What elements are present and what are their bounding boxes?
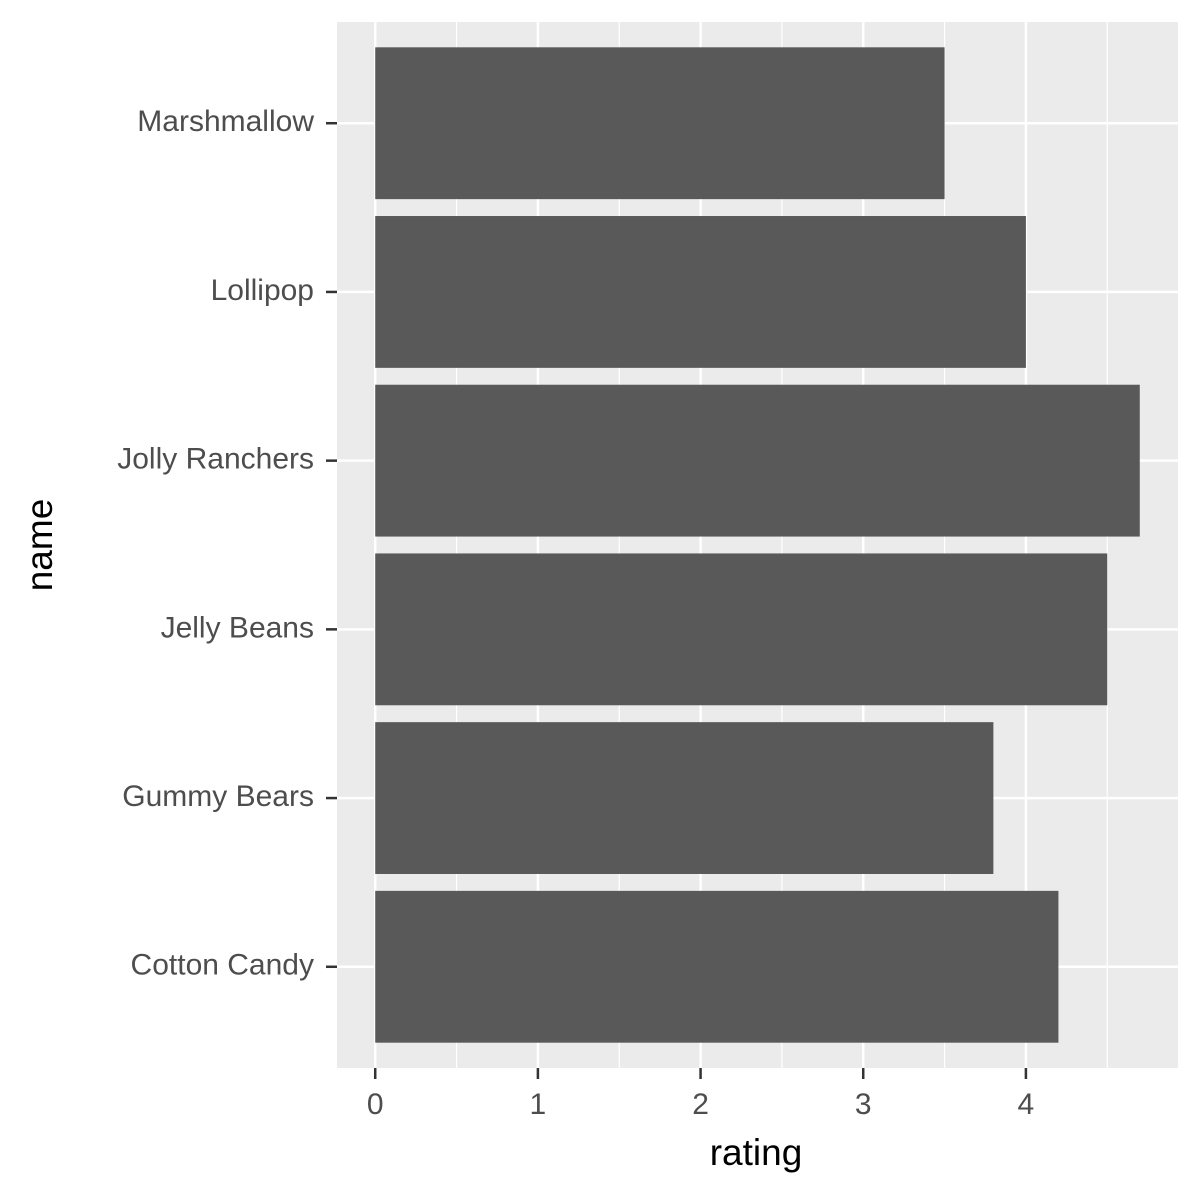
bar xyxy=(375,722,994,874)
y-tick-label: Lollipop xyxy=(211,274,314,307)
x-tick-label: 2 xyxy=(692,1088,709,1121)
bar xyxy=(375,384,1140,537)
y-tick-label: Gummy Bears xyxy=(122,780,314,813)
y-tick-label: Marshmallow xyxy=(137,105,314,138)
bar xyxy=(375,47,945,200)
bar xyxy=(375,553,1108,706)
x-axis-title: rating xyxy=(710,1132,803,1173)
y-tick-label: Cotton Candy xyxy=(131,949,314,982)
bar xyxy=(375,216,1026,368)
y-tick-label: Jolly Ranchers xyxy=(117,443,314,476)
bar xyxy=(375,890,1059,1043)
x-tick-label: 3 xyxy=(855,1088,872,1121)
x-tick-label: 0 xyxy=(367,1088,384,1121)
x-tick-label: 1 xyxy=(530,1088,547,1121)
y-tick-label: Jelly Beans xyxy=(161,611,314,644)
x-tick-label: 4 xyxy=(1018,1088,1035,1121)
y-axis-title: name xyxy=(19,499,60,592)
